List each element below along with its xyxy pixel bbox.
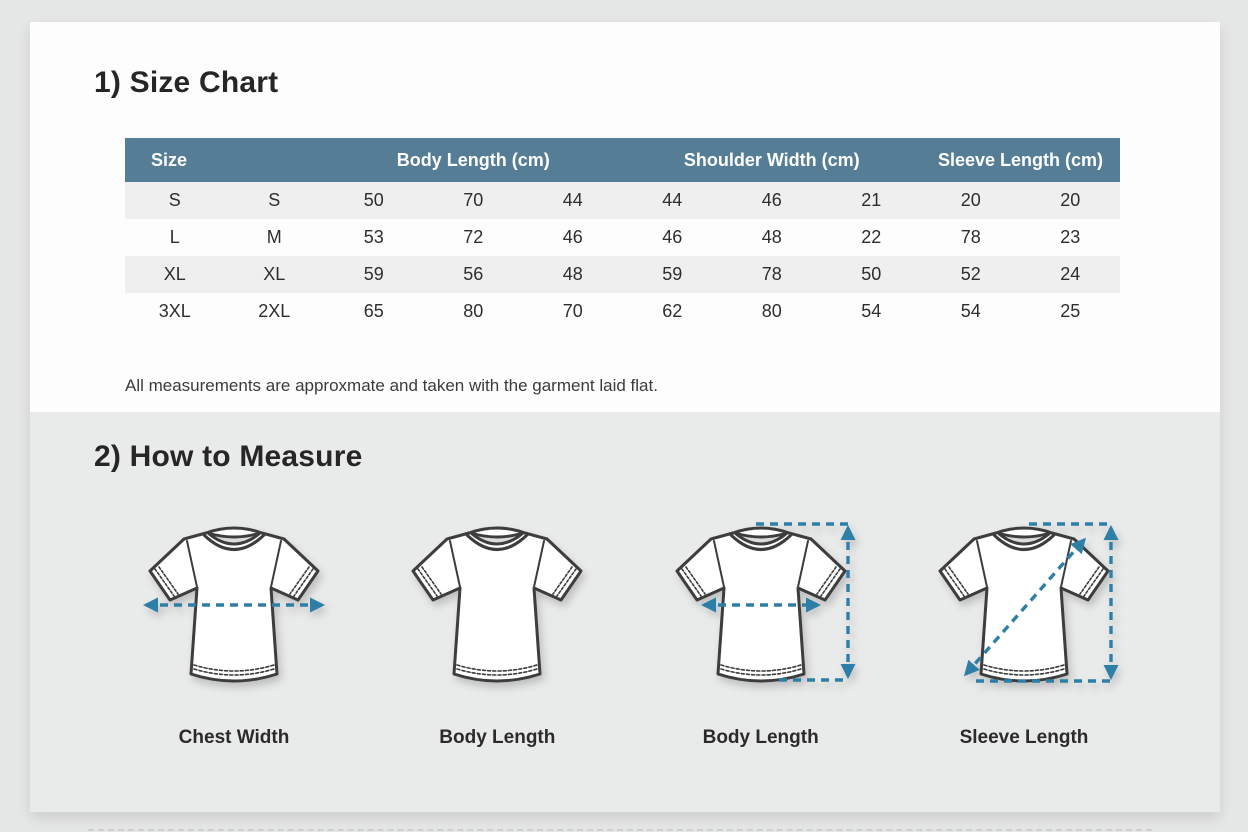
diagram-label: Body Length	[702, 727, 819, 748]
table-cell: 70	[562, 301, 583, 321]
table-cell: 22	[861, 227, 882, 247]
table-cell: 59	[363, 264, 384, 284]
table-cell: XL	[163, 264, 186, 284]
table-cell: 80	[761, 301, 782, 321]
table-cell: S	[168, 190, 181, 210]
table-cell: 65	[363, 301, 384, 321]
table-cell: 62	[662, 301, 683, 321]
table-cell: 50	[861, 264, 882, 284]
table-cell: 54	[960, 301, 981, 321]
table-cell: 48	[562, 264, 583, 284]
table-cell: XL	[263, 264, 286, 284]
table-row: XL XL 59 56 48 59 78 50 52 24	[125, 256, 1120, 293]
table-cell: 21	[861, 190, 882, 210]
tshirt-diagram-icon	[142, 526, 326, 683]
measure-diagram: Body Length	[389, 508, 605, 749]
table-cell: M	[266, 227, 282, 247]
table-cell: 54	[861, 301, 882, 321]
how-to-measure-title: 2) How to Measure	[94, 440, 363, 473]
diagram-label: Body Length	[439, 727, 556, 748]
table-cell: 2XL	[258, 301, 291, 321]
diagram-label: Sleeve Length	[959, 727, 1089, 748]
table-cell: S	[268, 190, 281, 210]
table-cell: 59	[662, 264, 683, 284]
column-header: Body Length (cm)	[324, 138, 623, 182]
table-row: S S 50 70 44 44 46 21 20 20	[125, 182, 1120, 219]
table-cell: 25	[1060, 301, 1081, 321]
tshirt-diagram-icon	[675, 522, 856, 683]
diagram-label: Chest Width	[178, 727, 290, 748]
tshirt-diagram-icon	[411, 526, 583, 683]
stitch-divider	[88, 829, 1152, 831]
table-cell: 50	[363, 190, 384, 210]
how-to-measure-section: 2) How to Measure Chest Width Body Lengt…	[30, 412, 1220, 812]
column-header: Shoulder Width (cm)	[622, 138, 921, 182]
table-cell: 44	[562, 190, 583, 210]
table-cell: 23	[1060, 227, 1081, 247]
table-cell: 78	[960, 227, 981, 247]
size-table-header-row: Size Body Length (cm) Shoulder Width (cm) S…	[125, 138, 1120, 182]
table-cell: 53	[363, 227, 384, 247]
measure-diagrams-row: Chest Width Body Length Body Length	[30, 474, 1220, 749]
column-header: Size	[125, 138, 324, 182]
table-row: 3XL 2XL 65 80 70 62 80 54 54 25	[125, 293, 1120, 330]
measure-diagram: Chest Width	[126, 508, 342, 749]
size-guide-card: 1) Size Chart Size Body Length (cm) Should…	[30, 22, 1220, 812]
table-cell: 56	[463, 264, 484, 284]
table-cell: 80	[463, 301, 484, 321]
measure-diagram: Sleeve Length	[916, 508, 1132, 749]
size-table: Size Body Length (cm) Shoulder Width (cm) S…	[125, 138, 1120, 330]
table-cell: 70	[463, 190, 484, 210]
table-cell: 46	[662, 227, 683, 247]
table-cell: 48	[761, 227, 782, 247]
table-cell: 20	[1060, 190, 1081, 210]
table-cell: 24	[1060, 264, 1081, 284]
size-chart-title: 1) Size Chart	[94, 66, 279, 99]
table-cell: L	[169, 227, 180, 247]
table-cell: 3XL	[158, 301, 191, 321]
tshirt-diagram-icon	[938, 522, 1119, 683]
table-cell: 44	[662, 190, 683, 210]
column-header: Sleeve Length (cm)	[921, 138, 1120, 182]
table-cell: 78	[761, 264, 782, 284]
measurement-note: All measurements are approxmate and take…	[125, 376, 658, 395]
measure-diagram: Body Length	[653, 508, 869, 749]
table-cell: 72	[463, 227, 484, 247]
table-cell: 52	[960, 264, 981, 284]
size-chart-section: 1) Size Chart Size Body Length (cm) Should…	[30, 22, 1220, 412]
size-table-body: S S 50 70 44 44 46 21 20 20 L M 53 72 46 46 48 22 78 23 XL XL…	[125, 182, 1120, 330]
table-cell: 46	[562, 227, 583, 247]
table-cell: 20	[960, 190, 981, 210]
table-row: L M 53 72 46 46 48 22 78 23	[125, 219, 1120, 256]
table-cell: 46	[761, 190, 782, 210]
